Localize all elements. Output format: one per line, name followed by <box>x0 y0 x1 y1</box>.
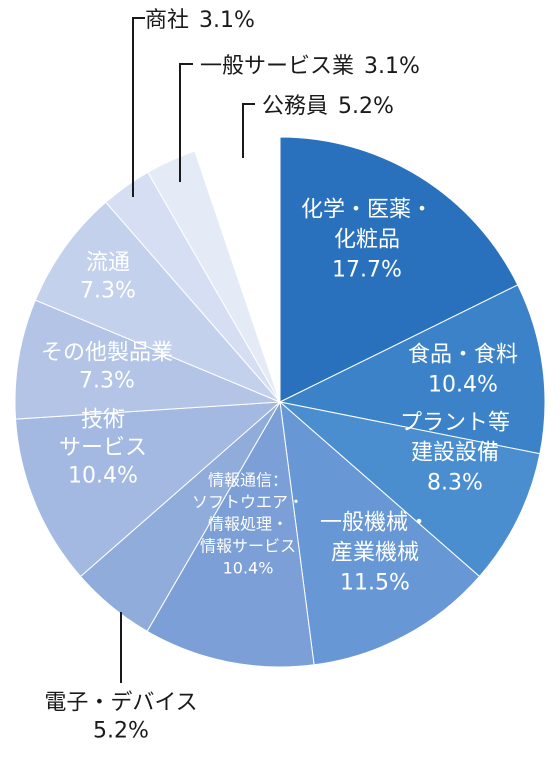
slice-value-label: 17.7% <box>332 258 402 283</box>
leader-lines <box>120 17 255 683</box>
pie-slice-8 <box>34 201 281 403</box>
pie-slice-4 <box>146 400 315 668</box>
slice-label-line: 電子・デバイス <box>44 691 197 716</box>
slice-label-line: 情報サービス <box>200 537 296 556</box>
slice-label-line: 化粧品 <box>334 228 400 253</box>
slice-label-line: 食品・食料 <box>408 343 518 368</box>
pie-slice-0 <box>279 136 519 403</box>
slice-label-line: 流通 <box>86 251 130 276</box>
slice-label-line: その他製品業 <box>41 341 173 366</box>
leader-line-10 <box>179 63 193 182</box>
slice-value-label: 11.5% <box>340 571 410 596</box>
slice-value-label: 7.3% <box>79 369 135 394</box>
slice-label-line: プラント等 <box>400 411 510 436</box>
slice-label-line: 一般サービス業 <box>200 54 354 79</box>
slice-label-2: プラント等建設設備 8.3% <box>400 411 510 496</box>
slice-label-5: 電子・デバイス 5.2% <box>44 691 197 744</box>
slice-label-6: 技術サービス 10.4% <box>59 408 147 489</box>
slice-value-label: 5.2% <box>338 94 394 119</box>
pie-slice-11 <box>194 136 281 403</box>
leader-line-11 <box>242 103 255 158</box>
slice-value-label: 7.3% <box>80 279 136 304</box>
slice-label-line: 技術 <box>81 408 125 433</box>
slice-label-9: 商社 3.1% <box>145 8 255 33</box>
slice-label-line: 情報処理・ <box>208 515 288 534</box>
slice-label-line: 産業機械 <box>331 541 419 566</box>
slice-label-3: 一般機械・産業機械 11.5% <box>320 511 430 596</box>
slice-value-label: 5.2% <box>93 719 149 744</box>
slice-value-label: 10.4% <box>428 373 498 398</box>
pie-slice-6 <box>15 401 282 578</box>
slice-label-1: 食品・食料 10.4% <box>408 343 518 398</box>
slice-value-label: 3.1% <box>364 54 420 79</box>
slice-label-4: 情報通信： ソフトウエア・情報処理・情報サービス 10.4% <box>192 471 304 578</box>
slice-label-line: 公務員 <box>262 94 328 119</box>
slice-label-line: ソフトウエア・ <box>192 493 304 512</box>
slice-value-label: 10.4% <box>223 559 274 578</box>
pie-slice-1 <box>278 284 546 455</box>
pie-slice-7 <box>14 299 281 420</box>
leader-line-9 <box>132 17 145 197</box>
slice-label-line: 建設設備 <box>411 441 499 466</box>
slice-label-0: 化学・医薬・化粧品 17.7% <box>301 198 433 283</box>
slice-label-11: 公務員 5.2% <box>262 94 394 119</box>
slice-label-line: 商社 <box>145 8 189 33</box>
slice-value-label: 3.1% <box>199 8 255 33</box>
slice-label-line: 情報通信： <box>208 471 288 490</box>
pie-slice-3 <box>279 400 481 666</box>
slice-labels: 化学・医薬・化粧品 17.7% 食品・食料 10.4% プラント等建設設備 8.3% 一般機… <box>41 8 518 744</box>
pie-slice-2 <box>278 401 541 578</box>
slice-label-8: 流通 7.3% <box>80 251 136 304</box>
slice-value-label: 8.3% <box>427 471 483 496</box>
slice-value-label: 10.4% <box>68 464 138 489</box>
slice-label-line: 化学・医薬・ <box>301 198 433 223</box>
slice-label-line: 一般機械・ <box>320 511 430 536</box>
slice-label-10: 一般サービス業 3.1% <box>200 54 420 79</box>
slice-label-7: その他製品業 7.3% <box>41 341 173 394</box>
slice-label-line: サービス <box>59 436 147 461</box>
pie-slices <box>14 136 546 668</box>
